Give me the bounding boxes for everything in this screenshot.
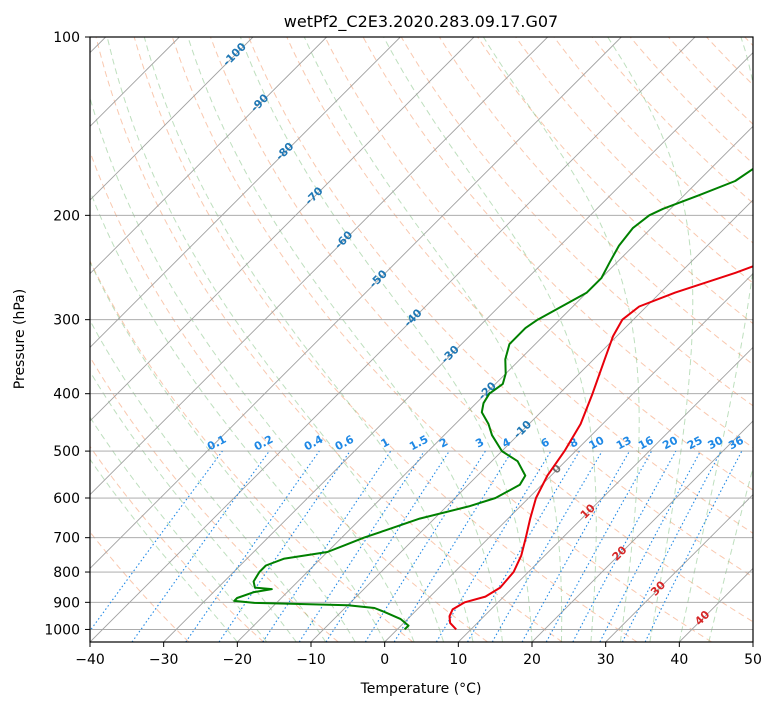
moist-adiabat [187, 37, 503, 642]
dry-adiabat [210, 37, 753, 623]
y-tick-label: 400 [53, 387, 80, 403]
moist-adiabat [90, 458, 238, 642]
plot-frame [89, 36, 754, 643]
mixing-ratio-label: 30 [706, 434, 726, 453]
mixing-ratio-line [545, 450, 653, 642]
mixing-ratio-line [131, 450, 270, 642]
y-tick-label: 1000 [44, 622, 80, 638]
moist-adiabat [607, 37, 694, 642]
moist-adiabat [678, 37, 753, 642]
y-tick-label: 600 [53, 491, 80, 507]
mixing-ratio-label: 13 [614, 434, 634, 453]
isotherm-line [90, 37, 327, 275]
moist-adiabat [708, 466, 753, 642]
mixing-ratio-line [644, 450, 743, 642]
dry-adiabat [90, 259, 414, 642]
y-tick-label: 100 [53, 30, 80, 46]
x-tick-label: 40 [670, 652, 688, 668]
isotherm-line [458, 346, 753, 642]
mixing-ratio-label: 16 [636, 434, 656, 453]
temperature-profile [448, 265, 753, 631]
dry-adiabat [286, 37, 753, 534]
moist-adiabat [90, 416, 268, 642]
y-tick-label: 700 [53, 531, 80, 547]
mixing-ratio-label: 20 [660, 433, 680, 452]
isotherm-line [90, 37, 622, 569]
y-tick-label: 200 [53, 208, 80, 224]
moist-adiabat [383, 37, 597, 642]
moist-adiabat [303, 37, 563, 642]
isotherm-line [90, 37, 475, 422]
dry-adiabat [248, 37, 753, 578]
moist-adiabat [482, 37, 640, 642]
moist-adiabat [239, 37, 533, 642]
mixing-ratio-line [393, 450, 513, 642]
moist-adiabat [90, 319, 327, 642]
isotherm-line [90, 37, 548, 496]
x-tick-label: −10 [296, 652, 326, 668]
mixing-ratio-label: 10 [587, 433, 607, 452]
dry-adiabat [90, 356, 339, 642]
mixing-ratio-line [90, 450, 223, 632]
mixing-ratio-label: 36 [726, 434, 746, 453]
x-tick-label: 0 [380, 652, 389, 668]
dry-adiabat [171, 37, 712, 642]
dry-adiabat [133, 37, 638, 642]
isotherm-line [384, 273, 753, 642]
moist-adiabat [90, 370, 297, 642]
dry-adiabat [90, 445, 264, 642]
x-tick-label: 50 [744, 652, 762, 668]
dewpoint-profile [233, 167, 753, 631]
y-tick-label: 500 [53, 444, 80, 460]
y-tick-label: 800 [53, 565, 80, 581]
mixing-ratio-label: 25 [685, 434, 705, 453]
isotherm-line [237, 125, 753, 642]
dry-adiabat [324, 37, 753, 491]
x-tick-label: −20 [223, 652, 253, 668]
moist-adiabat [90, 189, 386, 642]
isotherm-line [90, 37, 696, 642]
mixing-ratio-line [185, 450, 320, 642]
mixing-ratio-line [325, 450, 450, 642]
x-tick-label: 20 [523, 652, 541, 668]
isotherm-line [310, 199, 753, 642]
moist-adiabat [143, 37, 474, 642]
mixing-ratio-line [298, 450, 425, 642]
dry-adiabat [95, 37, 563, 642]
mixing-ratio-line [521, 450, 630, 642]
isotherm-line [163, 52, 753, 642]
mixing-ratio-line [218, 450, 351, 642]
dry-adiabat [515, 37, 753, 284]
y-axis-title: Pressure (hPa) [12, 289, 28, 389]
moist-adiabat [106, 37, 445, 642]
x-tick-label: 30 [597, 652, 615, 668]
mixing-ratio-line [572, 450, 677, 642]
x-tick-label: −30 [149, 652, 179, 668]
isotherm-line [90, 37, 401, 348]
isotherm-line [531, 420, 753, 642]
x-tick-label: 10 [449, 652, 467, 668]
y-tick-label: 300 [53, 313, 80, 329]
isotherm-line [90, 37, 254, 201]
x-axis-title: Temperature (°C) [360, 681, 482, 697]
mixing-ratio-line [262, 450, 392, 642]
moist-adiabat [90, 260, 356, 642]
y-tick-label: 900 [53, 595, 80, 611]
isotherm-line [605, 494, 753, 642]
chart-title: wetPf2_C2E3.2020.283.09.17.G07 [284, 12, 558, 32]
x-tick-label: −40 [75, 652, 105, 668]
